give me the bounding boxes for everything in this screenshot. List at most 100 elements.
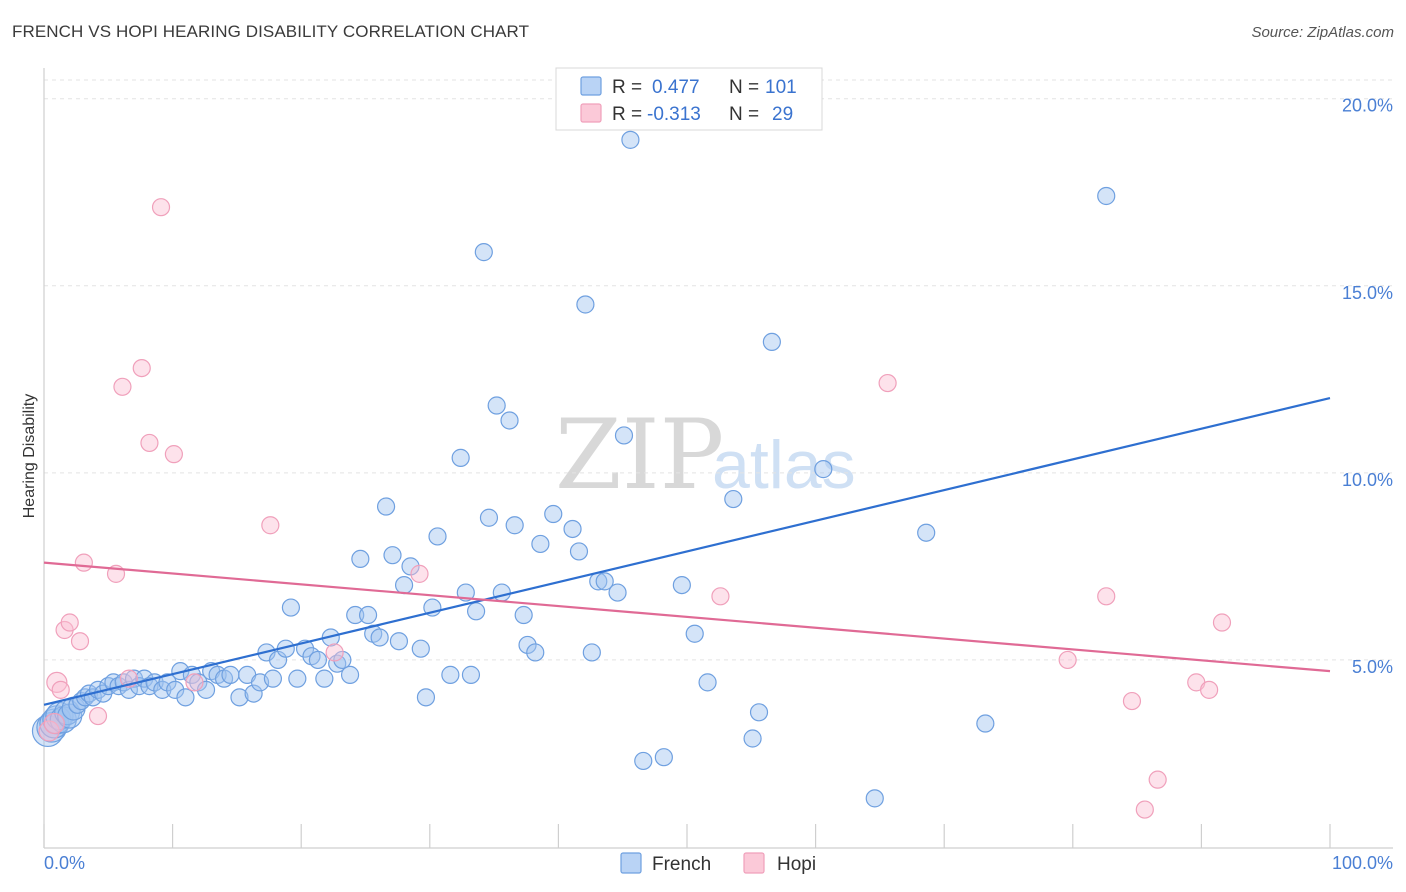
french-point-83: [526, 643, 545, 662]
french-point-47: [288, 669, 307, 688]
watermark-zip: ZIP: [555, 399, 724, 511]
hopi-point-29: [1212, 613, 1232, 632]
french-point-51: [315, 669, 334, 688]
hopi-point-14: [151, 198, 171, 217]
hopi-point-5: [60, 613, 79, 632]
french-point-70: [441, 665, 460, 684]
french-point-30: [176, 688, 195, 707]
bottom-legend-hopi: Hopi: [777, 854, 816, 875]
french-point-54: [333, 650, 352, 670]
bottom-legend-swatch-french: [620, 852, 642, 874]
trend-lines: [43, 396, 1331, 706]
french-point-64: [394, 575, 414, 595]
french-point-50: [308, 650, 328, 670]
y-tick-label-0: 5.0%: [1352, 657, 1393, 677]
axes: [43, 68, 1393, 849]
french-point-93: [614, 426, 634, 445]
french-point-92: [608, 583, 627, 602]
hopi-points: [38, 198, 1232, 819]
y-tick-label-2: 15.0%: [1342, 283, 1393, 303]
legend-n-value-french: 101: [765, 77, 797, 98]
french-point-107: [976, 714, 995, 733]
french-point-102: [749, 703, 769, 722]
french-point-40: [244, 684, 263, 703]
french-point-104: [814, 460, 833, 479]
french-point-71: [451, 448, 470, 467]
hopi-point-15: [164, 445, 183, 464]
french-point-88: [576, 295, 595, 314]
french-trend-line: [43, 396, 1331, 706]
hopi-point-18: [325, 643, 344, 662]
french-point-96: [654, 748, 673, 767]
french-point-85: [544, 504, 563, 524]
legend-swatch-hopi: [580, 103, 602, 123]
hopi-point-10: [113, 377, 132, 396]
legend-r-value-hopi: -0.313: [647, 104, 701, 125]
french-point-100: [724, 489, 743, 509]
french-point-105: [865, 789, 884, 808]
hopi-point-25: [1135, 800, 1154, 819]
french-point-55: [340, 665, 360, 684]
french-point-69: [428, 527, 447, 546]
french-point-78: [492, 583, 511, 602]
hopi-point-12: [132, 358, 151, 378]
french-point-61: [376, 497, 396, 516]
french-point-63: [389, 632, 409, 651]
legend-r-value-french: 0.477: [652, 77, 700, 98]
french-point-108: [1097, 186, 1116, 206]
french-point-81: [514, 605, 533, 625]
gridlines: [44, 79, 1393, 661]
hopi-point-16: [185, 673, 204, 692]
y-tick-label-1: 10.0%: [1342, 470, 1393, 490]
chart-title: FRENCH VS HOPI HEARING DISABILITY CORREL…: [12, 22, 530, 41]
french-point-84: [531, 534, 550, 554]
hopi-point-19: [410, 564, 429, 583]
french-point-75: [474, 243, 493, 262]
source-credit: Source: ZipAtlas.com: [1251, 24, 1394, 41]
hopi-point-17: [261, 516, 280, 535]
french-point-56: [346, 605, 365, 625]
hopi-point-1: [43, 712, 65, 735]
hopi-point-22: [1058, 650, 1077, 670]
french-point-95: [634, 751, 653, 771]
french-point-77: [487, 396, 506, 415]
x-tick-label-max: 100.0%: [1332, 853, 1393, 873]
french-point-62: [383, 546, 402, 565]
french-point-82: [518, 635, 537, 655]
legend-n-label-hopi: N =: [729, 104, 759, 125]
french-point-98: [685, 624, 704, 643]
french-point-27: [158, 673, 177, 692]
french-point-103: [762, 332, 781, 352]
french-point-57: [351, 549, 370, 569]
watermark-atlas: atlas: [712, 427, 856, 503]
hopi-point-13: [140, 433, 159, 453]
x-tick-label-min: 0.0%: [44, 853, 85, 873]
hopi-point-28: [1200, 680, 1219, 699]
french-point-74: [466, 602, 486, 621]
hopi-point-24: [1122, 691, 1142, 711]
french-point-67: [416, 688, 436, 707]
hopi-point-26: [1148, 770, 1167, 789]
french-point-94: [621, 130, 640, 149]
french-point-73: [461, 665, 481, 684]
correlation-legend: R = 0.477 N = 101 R = -0.313 N = 29: [555, 67, 823, 131]
french-point-66: [411, 639, 430, 658]
y-tick-label-3: 20.0%: [1342, 96, 1393, 116]
hopi-point-8: [88, 706, 108, 726]
french-point-43: [263, 669, 283, 688]
y-tick-labels: 5.0% 10.0% 15.0% 20.0%: [1342, 96, 1393, 677]
french-point-87: [569, 542, 589, 561]
french-point-86: [563, 519, 582, 539]
hopi-point-21: [878, 373, 897, 393]
legend-r-label-hopi: R =: [612, 104, 642, 125]
french-point-97: [672, 575, 691, 595]
french-point-80: [505, 516, 524, 535]
french-point-76: [479, 508, 499, 527]
french-point-99: [698, 673, 717, 692]
hopi-point-23: [1097, 587, 1116, 606]
bottom-legend-french: French: [652, 854, 711, 875]
french-point-101: [743, 729, 762, 748]
hopi-point-20: [711, 587, 730, 606]
bottom-legend-swatch-hopi: [743, 852, 765, 874]
hopi-point-3: [51, 680, 70, 699]
